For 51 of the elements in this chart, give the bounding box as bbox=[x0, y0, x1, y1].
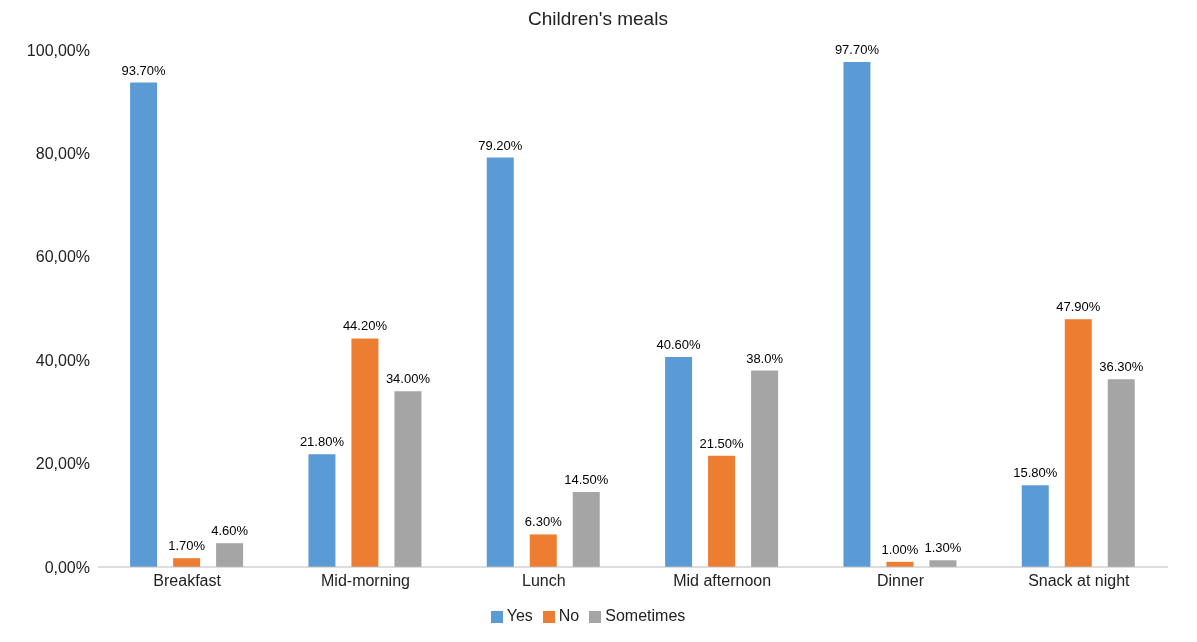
data-label: 93.70% bbox=[121, 62, 167, 78]
x-tick-label: Dinner bbox=[876, 572, 925, 590]
data-label: 36.30% bbox=[1099, 359, 1144, 375]
y-tick-label: 20,00% bbox=[35, 455, 90, 473]
data-label: 14.50% bbox=[564, 472, 609, 488]
data-label: 47.90% bbox=[1056, 299, 1101, 315]
data-label: 79.20% bbox=[478, 137, 523, 153]
bar bbox=[351, 338, 379, 567]
bar bbox=[173, 558, 201, 567]
data-label: 44.20% bbox=[342, 318, 388, 334]
data-label: 40.60% bbox=[656, 337, 702, 353]
data-label: 1.70% bbox=[168, 538, 206, 554]
y-tick-label: 40,00% bbox=[35, 351, 90, 369]
y-tick-label: 60,00% bbox=[35, 248, 90, 266]
data-label: 97.70% bbox=[834, 41, 880, 57]
bar bbox=[1064, 319, 1092, 567]
y-tick-label: 80,00% bbox=[35, 145, 90, 163]
data-label: 1.30% bbox=[924, 540, 962, 556]
bar bbox=[308, 454, 336, 567]
legend-label: No bbox=[558, 607, 580, 624]
bar bbox=[1021, 485, 1049, 567]
bar bbox=[216, 543, 244, 567]
bar bbox=[665, 357, 693, 567]
x-tick-label: Snack at night bbox=[1028, 572, 1131, 590]
bar bbox=[929, 560, 957, 567]
y-tick-label: 0,00% bbox=[44, 558, 90, 576]
chart-title: Children's meals bbox=[527, 8, 669, 30]
bar bbox=[394, 391, 422, 567]
legend-label: Yes bbox=[506, 607, 533, 624]
data-label: 1.00% bbox=[881, 541, 919, 557]
data-label: 34.00% bbox=[385, 371, 431, 387]
legend-label: Sometimes bbox=[605, 607, 686, 624]
data-label: 4.60% bbox=[211, 523, 249, 539]
x-tick-label: Mid-morning bbox=[321, 572, 410, 590]
data-label: 15.80% bbox=[1013, 465, 1058, 481]
bar bbox=[751, 370, 779, 567]
x-tick-label: Lunch bbox=[522, 572, 566, 590]
bar bbox=[529, 534, 557, 567]
data-label: 21.50% bbox=[699, 435, 745, 451]
bar bbox=[572, 492, 600, 567]
bar bbox=[130, 82, 158, 567]
bar bbox=[843, 61, 871, 567]
data-label: 38.0% bbox=[746, 350, 784, 366]
bar bbox=[486, 157, 514, 567]
data-label: 21.80% bbox=[299, 434, 345, 450]
x-tick-label: Breakfast bbox=[153, 572, 222, 590]
x-tick-label: Mid afternoon bbox=[673, 572, 772, 590]
data-label: 6.30% bbox=[524, 514, 563, 530]
bar bbox=[1107, 379, 1135, 567]
y-tick-label: 100,00% bbox=[26, 41, 90, 59]
bar bbox=[708, 455, 736, 567]
